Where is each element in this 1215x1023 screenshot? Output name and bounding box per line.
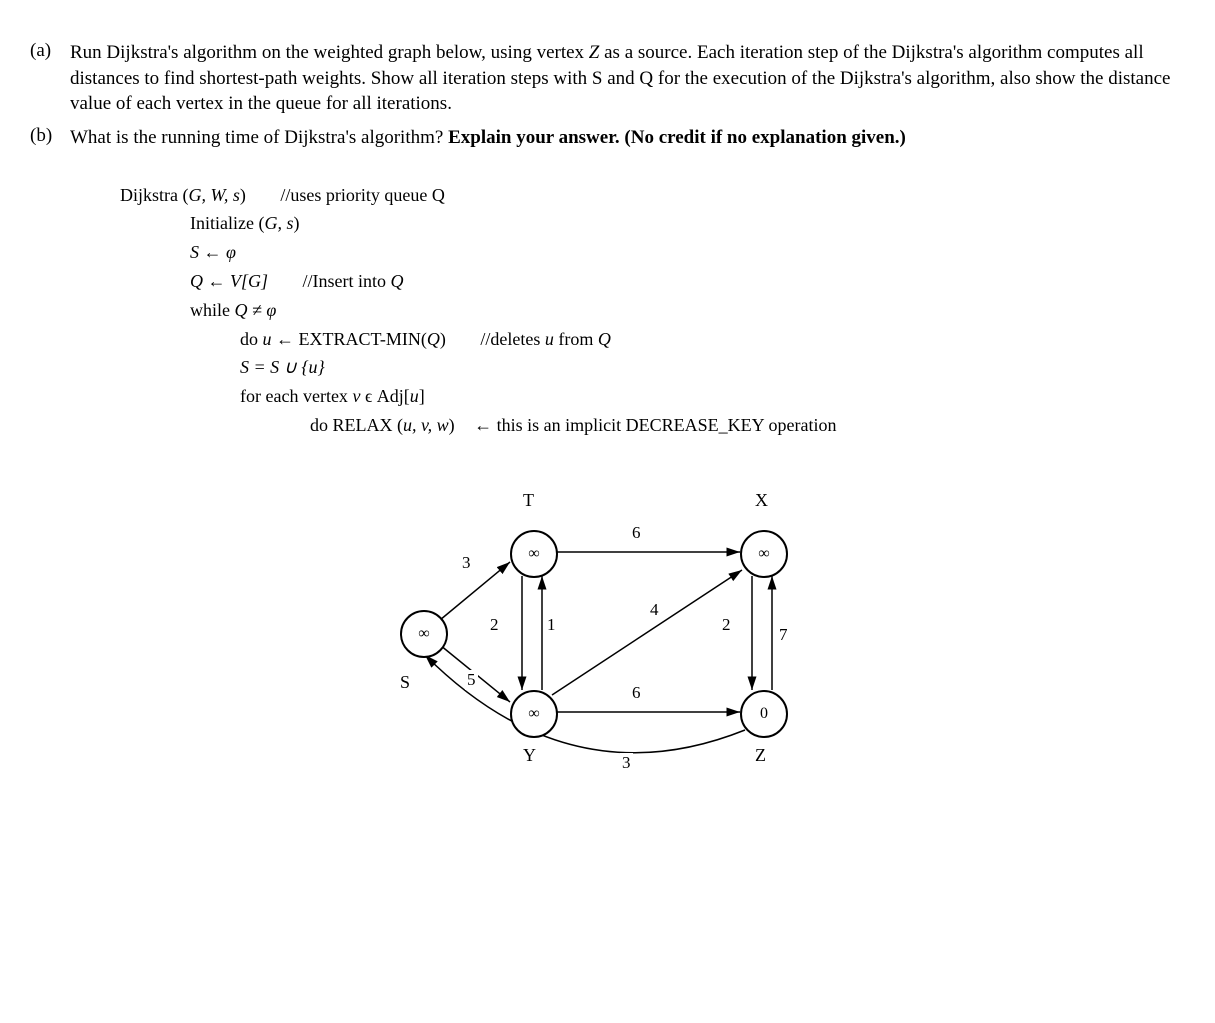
problem-a: (a) Run Dijkstra's algorithm on the weig… [30, 40, 1185, 117]
pseudo-l4b: //Insert into Q [303, 271, 404, 291]
label-s: S [400, 672, 410, 693]
pseudo-l6: do u ← EXTRACT-MIN(Q) //deletes u from Q [240, 325, 1185, 354]
problem-b-bold: Explain your answer. (No credit if no ex… [448, 127, 906, 148]
pseudo-l8: for each vertex v ϵ Adj[u] [240, 382, 1185, 411]
edge-label-yz: 6 [630, 683, 643, 703]
pseudo-l5: while Q ≠ φ [190, 296, 1185, 325]
pseudo-l9: do RELAX (u, v, w) ← this is an implicit… [310, 411, 1185, 440]
pseudo-l6b: //deletes u from Q [480, 329, 610, 349]
pseudo-l7: S = S ∪ {u} [240, 353, 1185, 382]
problem-b: (b) What is the running time of Dijkstra… [30, 125, 1185, 151]
pseudo-l1a: Dijkstra (G, W, s) [120, 185, 246, 205]
node-s: ∞ [400, 610, 448, 658]
edge-label-ty: 2 [488, 615, 501, 635]
edge-label-zs: 3 [620, 753, 633, 773]
edge-label-yx: 4 [648, 600, 661, 620]
label-z: Z [755, 745, 766, 766]
edge-label-sy: 5 [465, 670, 478, 690]
edge-label-st: 3 [460, 553, 473, 573]
node-x: ∞ [740, 530, 788, 578]
pseudo-l4: Q ← V[G] //Insert into Q [190, 267, 1185, 296]
graph-diagram: ∞ S ∞ T ∞ Y ∞ X 0 Z 3 5 2 1 6 4 6 2 7 3 [370, 480, 850, 800]
pseudo-l3: S ← φ [190, 238, 1185, 267]
label-t: T [523, 490, 534, 511]
problem-b-plain: What is the running time of Dijkstra's a… [70, 127, 448, 148]
label-y: Y [523, 745, 536, 766]
problem-a-text: Run Dijkstra's algorithm on the weighted… [70, 40, 1185, 117]
edge-label-zx: 7 [777, 625, 790, 645]
edge-label-yt: 1 [545, 615, 558, 635]
pseudo-l9a: do RELAX (u, v, w) [310, 415, 455, 435]
edge-label-tx: 6 [630, 523, 643, 543]
problem-b-text: What is the running time of Dijkstra's a… [70, 125, 1185, 151]
pseudo-l1: Dijkstra (G, W, s) //uses priority queue… [120, 181, 1185, 210]
pseudo-l4a: Q ← V[G] [190, 271, 268, 291]
pseudo-l2: Initialize (G, s) [190, 209, 1185, 238]
pseudocode-block: Dijkstra (G, W, s) //uses priority queue… [120, 181, 1185, 440]
node-t: ∞ [510, 530, 558, 578]
node-y: ∞ [510, 690, 558, 738]
pseudo-l9b: ← this is an implicit DECREASE_KEY opera… [474, 415, 836, 435]
label-x: X [755, 490, 768, 511]
node-z: 0 [740, 690, 788, 738]
problem-b-label: (b) [30, 125, 70, 151]
pseudo-l6a: do u ← EXTRACT-MIN(Q) [240, 329, 446, 349]
edge-label-xz: 2 [720, 615, 733, 635]
problem-a-label: (a) [30, 40, 70, 117]
pseudo-l1b: //uses priority queue Q [280, 185, 444, 205]
